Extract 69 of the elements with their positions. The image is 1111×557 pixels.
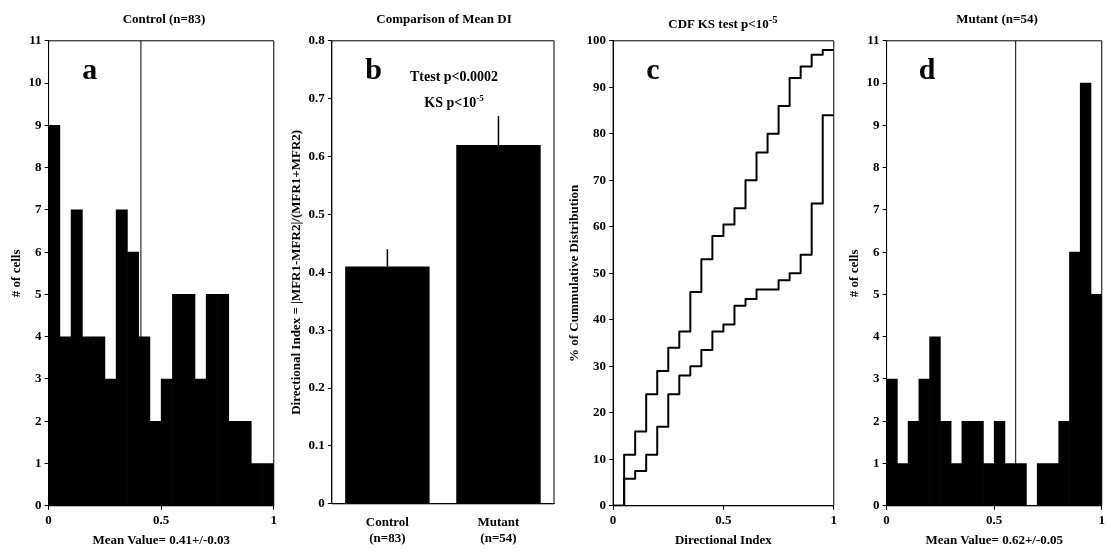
y-tick-label: 10 [866, 74, 880, 90]
y-axis-title: # of cells [846, 249, 862, 298]
y-tick-label: 40 [593, 311, 607, 327]
y-tick-label: 0 [35, 497, 42, 513]
y-tick-label: 0.4 [308, 263, 326, 279]
y-tick-label: 8 [35, 158, 43, 174]
x-tick-label: 0.5 [715, 511, 733, 527]
y-tick-label: 3 [35, 370, 43, 386]
y-tick-label: 3 [873, 370, 881, 386]
y-tick-label: 80 [593, 125, 607, 141]
y-tick-label: 6 [35, 243, 43, 259]
x-tick-label: Control (n=83) [365, 513, 410, 545]
y-tick-label: 2 [873, 412, 880, 428]
y-tick-label: 10 [28, 74, 42, 90]
y-tick-label: 0.6 [308, 147, 326, 163]
annotation: a [82, 51, 98, 85]
y-tick-label: 0 [599, 497, 607, 513]
x-tick-label: 0 [609, 511, 617, 527]
x-tick-label: 0.5 [153, 511, 170, 527]
y-tick-label: 7 [35, 201, 43, 217]
y-tick-label: 1 [873, 454, 880, 470]
y-tick-label: 20 [593, 404, 607, 420]
y-tick-label: 30 [593, 357, 607, 373]
y-tick-label: 9 [35, 116, 43, 132]
y-tick-label: 5 [873, 285, 881, 301]
y-tick-label: 7 [873, 201, 881, 217]
y-tick-label: 0.5 [308, 205, 326, 221]
y-tick-label: 90 [593, 78, 607, 94]
x-tick-label: 1 [1098, 511, 1105, 527]
y-tick-label: 9 [873, 116, 881, 132]
annotation: Ttest p<0.0002 [409, 68, 499, 84]
chart-title: CDF KS test p<10$^{-5}$ [667, 12, 779, 32]
y-tick-label: 8 [873, 158, 881, 174]
y-tick-label: 0.8 [308, 32, 326, 48]
x-axis-title: Mean Value= 0.62+/-0.05 [925, 531, 1064, 547]
x-tick-label: 0.5 [986, 511, 1003, 527]
y-tick-label: 60 [593, 218, 607, 234]
y-tick-label: 4 [873, 328, 881, 344]
y-tick-label: 5 [35, 285, 43, 301]
y-tick-label: 0 [873, 497, 880, 513]
x-tick-label: Mutant (n=54) [477, 513, 521, 545]
x-tick-label: 1 [270, 511, 277, 527]
y-tick-label: 70 [593, 171, 607, 187]
y-tick-label: 0.2 [308, 379, 325, 395]
chart-title: Comparison of Mean DI [375, 10, 513, 28]
annotation: c [646, 51, 660, 85]
y-tick-label: 50 [593, 264, 607, 280]
y-axis-title: % of Cummulative Distribution [566, 183, 582, 362]
y-tick-label: 0.3 [308, 321, 326, 337]
annotation: b [365, 51, 382, 85]
y-tick-label: 0 [318, 495, 325, 511]
chart-title: Control (n=83) [121, 10, 207, 28]
x-axis-title: Directional Index [674, 531, 773, 547]
x-tick-label: 1 [830, 511, 837, 527]
annotation: d [918, 51, 936, 85]
chart-title: Mutant (n=54) [955, 10, 1039, 28]
y-axis-title: # of cells [8, 249, 24, 298]
y-tick-label: 4 [35, 328, 43, 344]
y-tick-label: 2 [35, 412, 42, 428]
y-tick-label: 11 [29, 32, 42, 48]
y-tick-label: 6 [873, 243, 881, 259]
y-tick-label: 0.1 [308, 437, 325, 453]
x-axis-title: Mean Value= 0.41+/-0.03 [92, 531, 231, 547]
y-tick-label: 0.7 [308, 90, 326, 106]
y-tick-label: 11 [867, 32, 880, 48]
y-tick-label: 10 [593, 450, 607, 466]
y-tick-label: 1 [35, 454, 42, 470]
y-axis-title: Directional Index = |MFR1-MFR2|/(MFR1+MFR2) [288, 129, 304, 415]
y-tick-label: 100 [586, 32, 607, 48]
